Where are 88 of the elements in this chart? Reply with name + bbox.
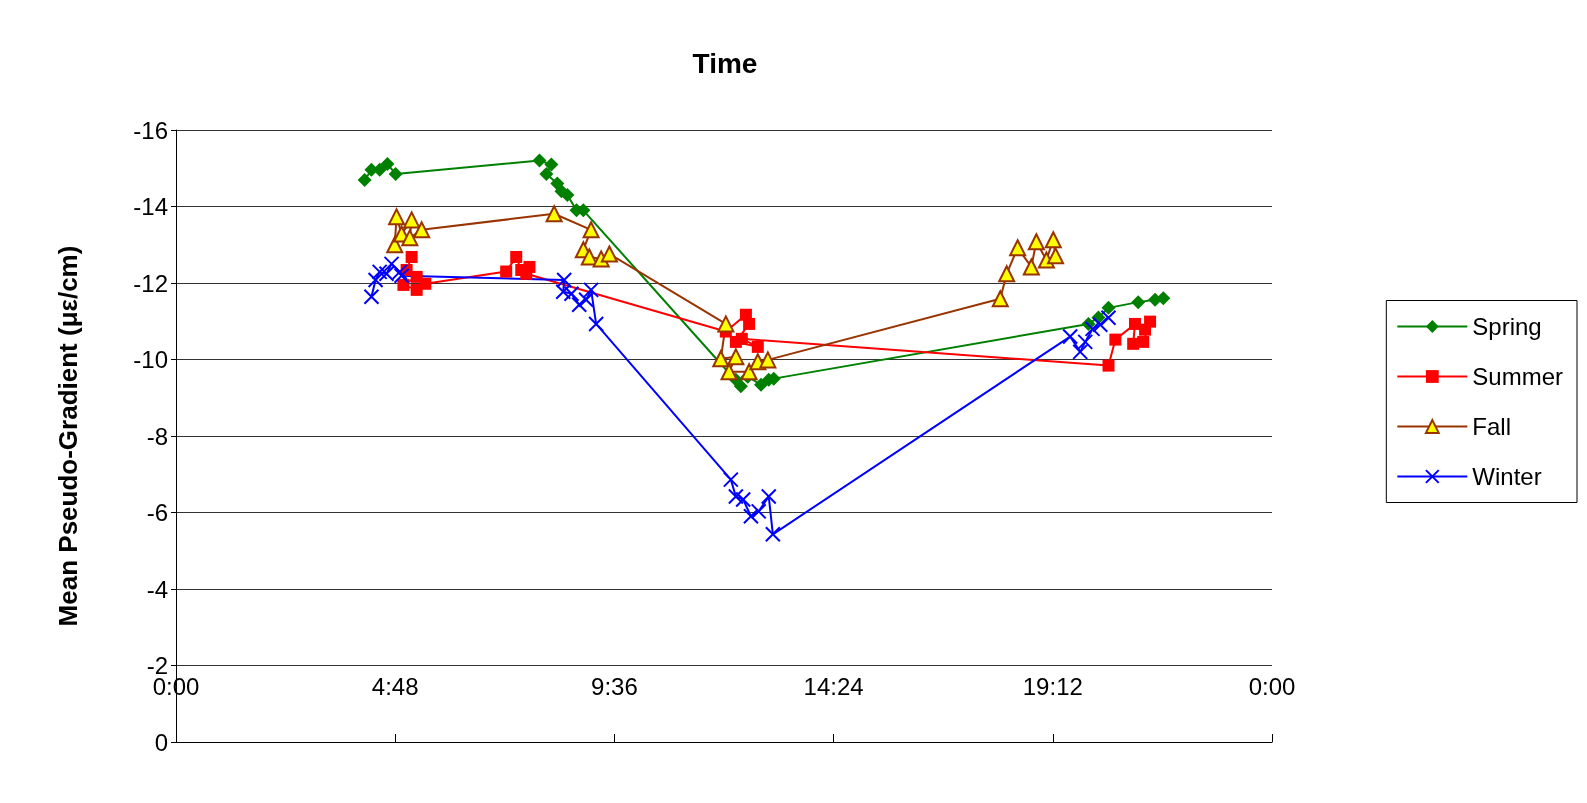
point <box>539 166 554 181</box>
point <box>1077 333 1094 350</box>
point <box>1139 323 1152 336</box>
point <box>403 211 421 229</box>
point <box>378 265 395 282</box>
point <box>712 350 730 368</box>
point <box>582 221 600 239</box>
point <box>1137 335 1150 348</box>
point <box>1084 320 1101 337</box>
point <box>740 363 758 381</box>
point <box>500 265 513 278</box>
point <box>742 508 759 525</box>
point <box>735 491 752 508</box>
y-axis-title: Mean Pseudo-Gradient (με/cm) <box>53 245 83 627</box>
point <box>727 488 744 505</box>
point <box>743 317 756 330</box>
point <box>1009 239 1027 257</box>
x-tick-label: 0:00 <box>1248 672 1296 700</box>
point <box>1101 300 1116 315</box>
legend-label: Summer <box>1472 363 1564 390</box>
y-tick-label: -12 <box>133 269 168 297</box>
point <box>1131 295 1146 310</box>
point <box>1156 291 1171 306</box>
y-tick-label: -2 <box>146 652 168 679</box>
point <box>583 281 600 298</box>
point <box>759 351 777 369</box>
x-tick-label: 4:48 <box>371 672 419 700</box>
y-tick-label: -14 <box>133 193 168 220</box>
point <box>751 340 764 353</box>
point <box>563 285 580 302</box>
point <box>383 255 400 272</box>
point <box>1022 258 1040 276</box>
point <box>750 503 767 520</box>
point <box>571 296 588 313</box>
legend-label: Fall <box>1472 413 1511 440</box>
point <box>1027 233 1045 251</box>
x-tick-label: 19:12 <box>1022 672 1083 700</box>
point <box>371 263 388 280</box>
point <box>544 157 559 172</box>
x-tick-label: 14:24 <box>803 672 864 700</box>
legend-label: Winter <box>1472 463 1542 490</box>
point <box>1062 328 1079 345</box>
point <box>393 267 410 284</box>
point <box>532 153 547 168</box>
point <box>588 315 605 332</box>
point <box>735 332 748 345</box>
legend-label: Spring <box>1472 313 1542 340</box>
point <box>419 277 432 290</box>
point <box>397 278 410 291</box>
point <box>545 205 563 223</box>
point <box>1092 316 1109 333</box>
point <box>1129 317 1141 330</box>
point <box>391 263 408 280</box>
point <box>405 250 418 263</box>
point <box>722 471 739 488</box>
y-tick-label: -16 <box>133 116 168 144</box>
point <box>413 221 431 239</box>
point <box>1102 359 1115 372</box>
point <box>510 250 523 263</box>
point <box>1047 247 1065 265</box>
point <box>760 488 777 505</box>
point <box>1109 333 1122 346</box>
y-tick-label: -8 <box>146 422 168 450</box>
point <box>991 290 1009 308</box>
point <box>357 173 372 188</box>
point <box>1072 343 1089 360</box>
point <box>720 363 738 381</box>
point <box>388 208 406 226</box>
chart-title: Time <box>692 47 758 79</box>
point <box>1100 309 1117 326</box>
point <box>388 166 403 181</box>
y-tick-label: -10 <box>133 346 168 373</box>
point <box>578 291 595 308</box>
point <box>367 271 384 288</box>
point <box>727 348 745 366</box>
point <box>717 315 735 333</box>
y-tick-label: -4 <box>146 575 168 603</box>
point <box>363 288 380 305</box>
point <box>998 265 1016 283</box>
point <box>380 157 395 172</box>
y-tick-label: 0 <box>154 728 168 756</box>
point <box>1044 231 1062 249</box>
point <box>600 245 618 263</box>
y-tick-label: -6 <box>146 499 168 526</box>
x-tick-label: 9:36 <box>591 672 638 700</box>
point <box>764 526 781 543</box>
point <box>560 188 575 203</box>
point <box>401 229 419 247</box>
